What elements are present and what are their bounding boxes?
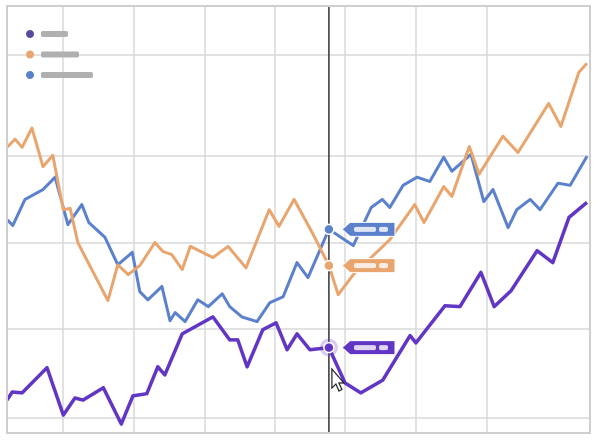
legend[interactable]: [26, 30, 93, 79]
tooltip-value-placeholder: [379, 345, 388, 351]
tooltip-label-placeholder: [354, 226, 376, 232]
legend-dot: [26, 50, 34, 59]
legend-dot: [26, 71, 34, 79]
series-line-1[interactable]: [5, 201, 589, 426]
hover-marker-1[interactable]: [323, 341, 335, 354]
tooltip-2: [341, 258, 396, 274]
mouse-cursor-icon: [331, 367, 346, 392]
series-line-2[interactable]: [5, 62, 589, 303]
grid: [7, 6, 590, 433]
legend-label-placeholder: [41, 31, 68, 37]
legend-item-2[interactable]: [26, 50, 79, 59]
tooltip-value-placeholder: [379, 226, 388, 232]
plot-frame: [6, 5, 591, 434]
legend-label-placeholder: [41, 72, 93, 78]
tooltip-label-placeholder: [354, 263, 376, 269]
tooltip-value-placeholder: [379, 263, 388, 269]
tooltip-1: [341, 340, 396, 356]
tooltip-label-placeholder: [354, 345, 376, 351]
legend-label-placeholder: [41, 51, 79, 58]
legend-dot: [26, 30, 34, 38]
series-lines: [5, 62, 589, 426]
legend-item-3[interactable]: [26, 71, 93, 79]
hover-marker-3[interactable]: [323, 223, 335, 236]
series-line-3[interactable]: [5, 152, 589, 324]
hover-layer: [319, 6, 396, 433]
tooltip-3: [341, 221, 396, 237]
hover-marker-2[interactable]: [323, 259, 335, 272]
legend-item-1[interactable]: [26, 30, 68, 38]
